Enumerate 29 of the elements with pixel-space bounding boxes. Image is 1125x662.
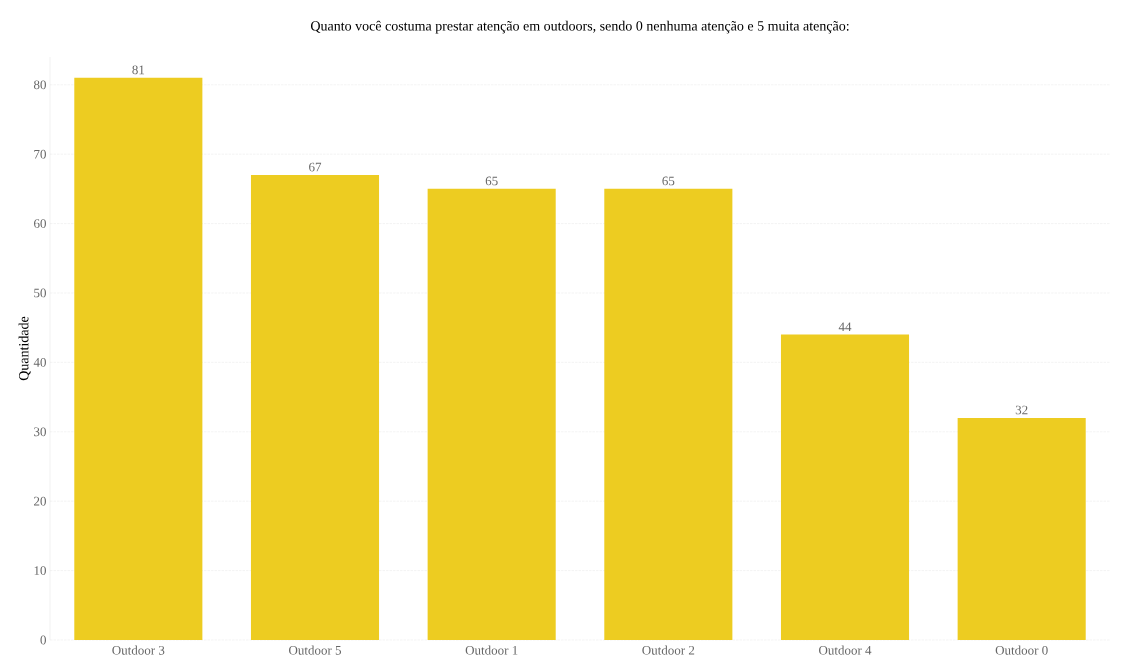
chart-title: Quanto você costuma prestar atenção em outdoors, sendo 0 nenhuma atenção e 5 muita atenção: — [310, 20, 849, 34]
x-tick-label: Outdoor 3 — [112, 645, 165, 655]
y-axis-title: Quantidade — [18, 316, 31, 381]
data-label: 32 — [1015, 405, 1028, 415]
data-label: 65 — [485, 176, 498, 186]
y-tick-label: 20 — [34, 496, 46, 506]
bar — [427, 188, 556, 640]
y-tick-label: 0 — [40, 635, 46, 645]
y-tick-label: 80 — [33, 80, 46, 90]
y-tick-label: 60 — [34, 219, 46, 228]
bar — [604, 188, 733, 640]
bar — [957, 417, 1086, 640]
data-label: 65 — [662, 176, 675, 186]
x-tick-label: Outdoor 1 — [465, 645, 518, 655]
data-label: 44 — [838, 322, 852, 332]
x-tick-label: Outdoor 2 — [642, 645, 695, 655]
y-tick-label: 70 — [34, 149, 46, 159]
y-tick-label: 30 — [34, 427, 46, 437]
bar — [780, 334, 910, 640]
x-tick-label: Outdoor 0 — [995, 645, 1048, 655]
y-tick-label: 40 — [33, 358, 46, 367]
bar — [250, 174, 380, 640]
x-tick-label: Outdoor 4 — [819, 645, 872, 655]
bar — [74, 77, 203, 640]
x-tick-label: Outdoor 5 — [289, 645, 342, 655]
data-label: 81 — [132, 65, 145, 75]
y-tick-label: 50 — [34, 288, 46, 298]
y-tick-label: 10 — [34, 566, 46, 575]
data-label: 67 — [309, 162, 322, 172]
